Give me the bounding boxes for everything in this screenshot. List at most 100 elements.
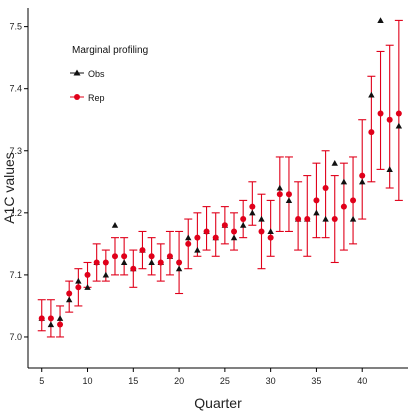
obs-point [386,166,393,172]
x-tick-label: 10 [83,376,93,386]
legend-obs-label: Obs [88,69,105,79]
axes-layer: 5 10 15 20 25 30 35 40 7.0 7.1 7.2 7.3 7.4 7.5 [9,8,408,386]
rep-point [267,234,274,241]
y-tick-label: 7.0 [9,332,22,342]
rep-point [359,172,366,179]
x-tick-label: 40 [357,376,367,386]
rep-point [102,259,109,266]
rep-error-bar [376,50,385,170]
rep-point [377,110,384,117]
rep-point [121,253,128,260]
rep-point [203,228,210,235]
rep-point [368,129,375,136]
obs-point [276,184,284,191]
x-tick-label: 25 [220,376,230,386]
x-tick-label: 15 [128,376,138,386]
rep-point [350,197,357,204]
x-tick-label: 35 [311,376,321,386]
obs-point [267,228,274,235]
obs-point [66,296,73,303]
rep-point [395,110,402,117]
x-tick-label: 20 [174,376,184,386]
obs-point [111,222,119,228]
rep-point [276,191,283,198]
obs-point [249,209,256,216]
errorbars-layer [37,19,403,338]
rep-error-bar [248,181,257,226]
rep-point [111,253,118,260]
obs-point [340,178,348,185]
rep-point [340,203,347,210]
obs-point [359,178,366,185]
obs-point [368,91,375,98]
obs-point [56,315,64,321]
legend-rep-marker [74,94,80,100]
rep-points-layer [38,110,402,328]
y-tick-label: 7.1 [9,270,22,280]
rep-point [84,271,91,278]
rep-point [285,191,292,198]
rep-error-bar [56,305,65,338]
rep-point [212,234,219,241]
rep-point [148,253,155,260]
obs-point [313,209,320,216]
y-tick-label: 7.2 [9,208,22,218]
rep-point [130,265,137,272]
y-tick-label: 7.5 [9,22,22,32]
rep-point [139,247,146,254]
obs-point [395,122,403,129]
legend-entry-rep: Rep [70,93,105,103]
rep-point [322,185,329,191]
obs-point [75,277,82,284]
obs-point [230,234,238,241]
x-axis-title: Quarter [194,395,242,411]
rep-point [66,290,73,297]
rep-error-bar [394,19,403,201]
obs-point [239,222,247,228]
rep-point [331,216,338,223]
rep-point [185,240,192,247]
y-tick-label: 7.4 [9,84,22,94]
obs-point [285,197,293,203]
rep-point [231,228,238,235]
rep-point [221,222,228,229]
rep-point [249,203,256,210]
rep-point [176,259,183,266]
legend-rep-label: Rep [88,93,105,103]
rep-point [38,315,45,322]
obs-point [47,321,55,328]
rep-error-bar [321,150,330,239]
obs-point [120,259,128,266]
obs-point [194,246,201,253]
x-tick-label: 30 [266,376,276,386]
legend: Marginal profiling Obs Rep [70,45,148,103]
y-tick-label: 7.3 [9,146,22,156]
obs-point [102,271,110,278]
legend-entry-obs: Obs [70,69,105,79]
rep-error-bar [358,119,367,220]
rep-point [57,321,64,328]
rep-error-bar [385,44,394,189]
rep-point [386,116,393,123]
rep-point [258,228,265,235]
y-axis-title: A1C values [1,152,17,224]
legend-title: Marginal profiling [72,45,148,56]
x-tick-label: 5 [39,376,44,386]
obs-point [175,265,183,272]
obs-point [322,215,329,222]
rep-point [47,315,54,322]
rep-point [295,216,302,223]
rep-point [304,216,311,223]
obs-point [377,17,384,23]
rep-point [157,259,164,266]
rep-point [194,234,201,241]
legend-obs-marker [73,69,81,76]
rep-point [166,253,173,260]
rep-point [240,216,247,223]
obs-point [331,159,338,166]
rep-point [313,197,320,204]
obs-point [148,259,155,266]
obs-point [185,234,192,241]
rep-point [75,284,82,291]
